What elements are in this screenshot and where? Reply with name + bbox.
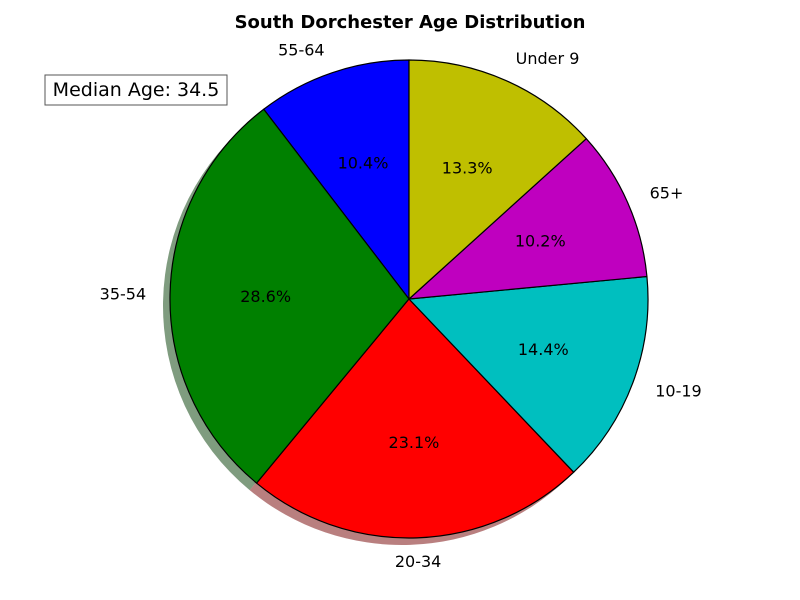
slice-55-64 [263,59,410,300]
percent-labels: 10.4% 28.6% 23.1% 14.4% 10.2% 13.3% [240,154,569,452]
annotation-box [44,74,228,106]
slice-label-55-64: 55-64 [278,41,325,60]
slice-labels: 55-64 35-54 20-34 10-19 65+ Under 9 [100,41,702,572]
slice-20-34 [256,298,575,539]
slice-35-54 [169,108,410,484]
slice-label-65: 65+ [650,184,684,203]
percent-label-10-19: 14.4% [518,340,569,359]
slice-under-9 [408,59,587,300]
annotation-text: Median Age: 34.5 [53,79,220,101]
median-age-annotation: Median Age: 34.5 [44,74,228,106]
percent-label-35-54: 28.6% [240,287,291,306]
percent-label-55-64: 10.4% [338,154,389,173]
slice-10-19 [408,275,649,473]
pie-slices [169,59,649,539]
slice-label-under-9: Under 9 [516,49,580,68]
percent-label-20-34: 23.1% [389,433,440,452]
slice-65 [408,138,648,300]
percent-label-65: 10.2% [515,232,566,251]
percent-label-under-9: 13.3% [442,158,493,177]
slice-label-10-19: 10-19 [655,382,702,401]
slice-label-35-54: 35-54 [100,285,147,304]
chart-title: South Dorchester Age Distribution [235,12,586,33]
slice-label-20-34: 20-34 [395,552,442,571]
